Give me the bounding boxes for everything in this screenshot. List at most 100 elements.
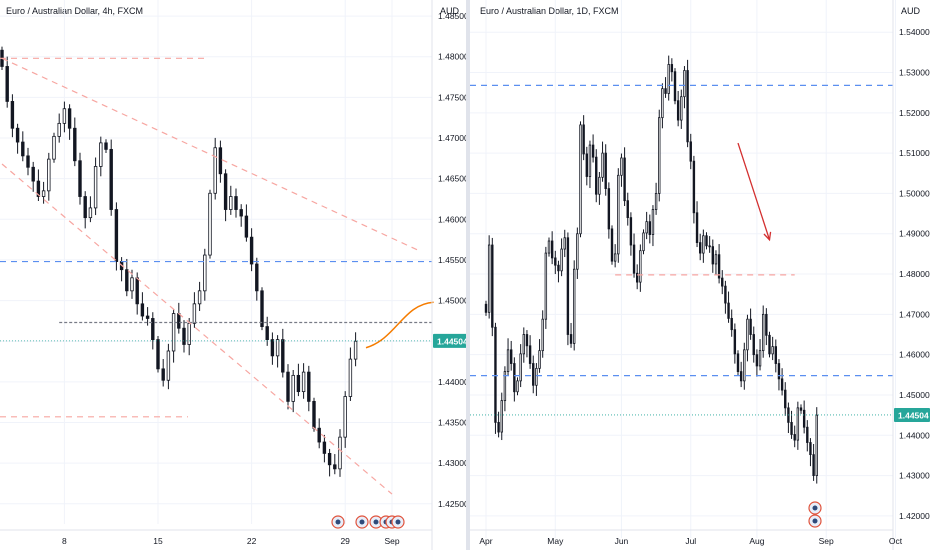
candle-down: [730, 317, 733, 331]
candle-down: [784, 389, 787, 409]
candle-down: [36, 180, 41, 197]
candle-down: [692, 160, 696, 214]
candle-up: [661, 88, 664, 119]
candle-up: [654, 193, 658, 210]
price-chart-4h[interactable]: 1.425001.430001.435001.440001.445001.450…: [0, 0, 466, 550]
projection-curve: [365, 301, 434, 349]
x-tick-label: Oct: [889, 536, 903, 546]
x-tick-label: Sep: [819, 536, 834, 546]
y-tick-label: 1.45000: [438, 296, 466, 306]
candle-down: [528, 345, 532, 364]
candle-down: [31, 166, 35, 182]
chart-panel-1d[interactable]: Euro / Australian Dollar, 1D, FXCM AUD 1…: [470, 0, 932, 550]
candle-down: [223, 173, 228, 210]
candle-down: [793, 434, 796, 441]
candle-up: [338, 436, 342, 470]
y-tick-label: 1.48000: [438, 52, 466, 62]
candle-down: [736, 353, 740, 372]
y-tick-label: 1.46000: [899, 350, 930, 360]
currency-label: AUD: [901, 6, 921, 16]
event-icon[interactable]: [808, 514, 822, 528]
last-price-badge: [894, 407, 930, 422]
candle-down: [664, 88, 667, 94]
candle-up: [683, 70, 686, 98]
candle-down: [26, 155, 30, 168]
candle-down: [582, 124, 585, 155]
candle-up: [601, 152, 604, 178]
candle-down: [739, 371, 743, 382]
candle-up: [576, 233, 579, 270]
candle-down: [780, 378, 784, 391]
candle-down: [670, 64, 674, 73]
candle-down: [695, 212, 699, 244]
candle-down: [494, 326, 497, 423]
last-price-label: 1.44504: [437, 336, 466, 346]
candle-down: [676, 100, 680, 121]
candle-down: [566, 237, 570, 335]
candle-down: [114, 209, 119, 262]
candle-up: [99, 142, 103, 167]
candle-up: [579, 124, 582, 235]
candle-up: [130, 277, 134, 292]
candle-down: [557, 264, 560, 272]
candle-up: [213, 147, 217, 194]
x-tick-label: Jul: [685, 536, 696, 546]
y-tick-label: 1.51000: [899, 148, 930, 158]
candle-down: [234, 196, 238, 210]
candle-down: [5, 66, 9, 102]
candle-up: [519, 353, 522, 382]
candle-down: [724, 285, 727, 304]
candle-down: [145, 315, 150, 319]
event-icon[interactable]: [331, 515, 345, 529]
y-tick-label: 1.48000: [899, 269, 930, 279]
candle-up: [680, 96, 683, 121]
candle-down: [623, 157, 626, 202]
candle-down: [312, 400, 316, 429]
trend-arrow-head: [763, 231, 772, 242]
candle-down: [799, 407, 803, 411]
event-icon[interactable]: [391, 515, 405, 529]
candle-up: [658, 117, 661, 194]
candle-down: [156, 339, 160, 370]
event-icon[interactable]: [808, 501, 822, 515]
y-tick-label: 1.45000: [899, 390, 930, 400]
y-tick-label: 1.43500: [438, 418, 466, 428]
candle-down: [626, 200, 629, 219]
candle-down: [708, 245, 711, 248]
x-tick-label: Aug: [749, 536, 764, 546]
candle-down: [569, 334, 573, 344]
candle-up: [353, 340, 358, 360]
candle-up: [639, 250, 642, 283]
candle-down: [135, 277, 139, 305]
trend-arrow: [737, 142, 771, 240]
candle-up: [560, 248, 563, 272]
candle-up: [57, 122, 61, 137]
y-tick-label: 1.43000: [899, 471, 930, 481]
candle-up: [702, 235, 705, 254]
candle-up: [642, 232, 645, 252]
price-chart-1d[interactable]: 1.42000 1.43000 1.44000 1.45000 1.46000 1.470…: [470, 0, 932, 550]
chart-panel-4h[interactable]: Euro / Australian Dollar, 4h, FXCM AUD 1…: [0, 0, 466, 550]
y-tick-label: 1.54000: [899, 27, 930, 37]
panel-divider[interactable]: [466, 0, 470, 550]
candle-down: [333, 464, 337, 470]
candle-down: [812, 454, 815, 476]
candle-up: [275, 339, 280, 357]
candle-up: [229, 196, 233, 210]
y-tick-label: 1.42000: [899, 511, 930, 521]
candle-down: [151, 318, 155, 340]
candle-up: [192, 303, 197, 324]
candle-down: [774, 346, 778, 364]
candle-up: [171, 313, 176, 352]
candle-down: [73, 127, 77, 162]
candle-down: [717, 254, 721, 279]
candle-down: [689, 141, 692, 162]
candle-down: [270, 339, 275, 357]
candle-up: [516, 380, 519, 393]
candle-down: [182, 327, 186, 345]
candle-up: [487, 244, 491, 313]
y-tick-label: 1.52000: [899, 108, 930, 118]
candle-up: [645, 221, 648, 234]
x-tick-label: 8: [62, 536, 67, 546]
event-icon[interactable]: [355, 515, 369, 529]
